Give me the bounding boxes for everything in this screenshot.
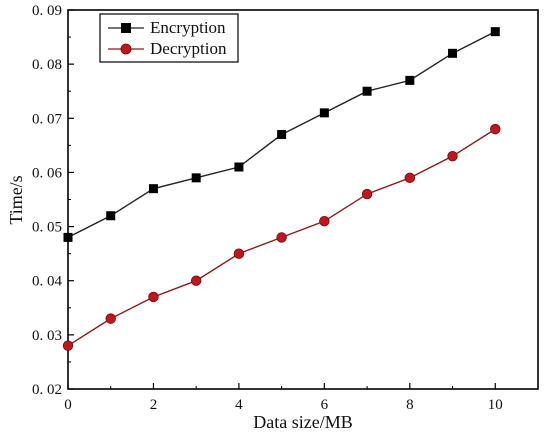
x-tick-label: 10	[488, 397, 503, 413]
y-tick-label: 0. 06	[32, 165, 63, 181]
y-axis-ticks: 0. 02 0. 03 0. 04 0. 05 0. 06 0. 07 0. 08 0. 09	[32, 3, 74, 398]
data-point-encryption	[319, 108, 329, 118]
x-tick-label: 4	[235, 397, 243, 413]
data-point-encryption	[191, 173, 201, 183]
data-point-encryption	[448, 48, 458, 58]
x-tick-label: 0	[64, 397, 72, 413]
data-point-encryption	[277, 130, 287, 140]
data-point-encryption	[106, 211, 116, 221]
data-point-encryption	[148, 184, 158, 194]
data-point-encryption	[63, 232, 73, 242]
data-point-decryption	[361, 188, 373, 200]
x-tick-label: 8	[406, 397, 414, 413]
y-tick-label: 0. 04	[32, 274, 63, 290]
data-point-decryption	[404, 172, 416, 184]
data-point-decryption	[105, 313, 116, 324]
legend-marker-encryption	[121, 23, 131, 33]
data-point-decryption	[62, 340, 74, 351]
legend-label-encryption: Encryption	[150, 18, 226, 37]
data-point-encryption	[362, 86, 372, 96]
y-tick-label: 0. 03	[32, 328, 62, 344]
legend-box	[99, 13, 239, 63]
y-tick-label: 0. 09	[32, 3, 62, 19]
data-point-decryption	[447, 150, 458, 162]
legend: Encryption Decryption	[99, 13, 239, 63]
y-tick-label: 0. 07	[32, 111, 63, 127]
data-point-encryption	[405, 75, 415, 85]
data-point-decryption	[490, 123, 501, 135]
y-tick-label: 0. 08	[32, 57, 62, 73]
data-point-decryption	[148, 291, 159, 303]
legend-marker-decryption	[120, 43, 132, 55]
data-point-decryption	[319, 215, 330, 227]
y-axis-label: Time/s	[6, 175, 26, 224]
y-tick-label: 0. 02	[32, 382, 62, 398]
data-point-decryption	[276, 232, 287, 243]
x-tick-label: 2	[150, 397, 158, 413]
x-axis-label: Data size/MB	[253, 412, 352, 432]
plot-frame	[67, 9, 539, 390]
data-point-encryption	[234, 162, 244, 172]
data-point-decryption	[190, 275, 202, 286]
x-tick-label: 6	[321, 397, 329, 413]
series-layer	[62, 27, 501, 351]
x-axis-ticks: 0 2 4 6 8 10	[64, 383, 503, 413]
y-tick-label: 0. 05	[32, 220, 62, 236]
data-point-decryption	[233, 248, 245, 259]
legend-label-decryption: Decryption	[150, 39, 227, 58]
data-point-encryption	[490, 27, 500, 37]
